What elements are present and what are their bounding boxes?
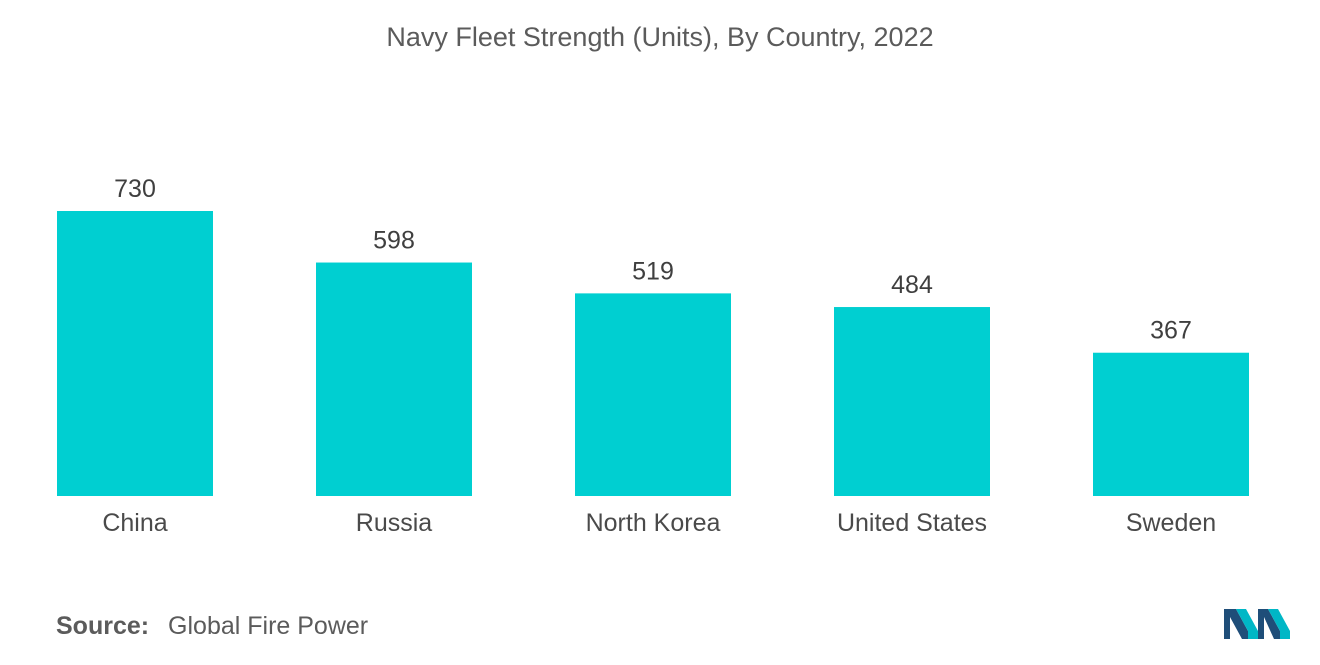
category-label-russia: Russia — [356, 509, 433, 537]
value-label-north-korea: 519 — [632, 257, 674, 285]
value-label-china: 730 — [114, 175, 156, 203]
bar-chart: 730 598 519 484 367 China Russia North Korea Un… — [57, 175, 1249, 537]
category-label-north-korea: North Korea — [586, 509, 721, 537]
category-label-sweden: Sweden — [1126, 509, 1216, 537]
category-label-united-states: United States — [837, 509, 987, 537]
value-labels-group: 730 598 519 484 367 — [114, 175, 1192, 345]
bar-united-states — [834, 307, 990, 496]
value-label-russia: 598 — [373, 227, 415, 255]
value-label-united-states: 484 — [891, 271, 933, 299]
mordor-intelligence-logo-icon — [1224, 609, 1290, 639]
bar-china — [57, 211, 213, 496]
bar-sweden — [1093, 352, 1249, 496]
source-text: Global Fire Power — [168, 612, 369, 640]
bar-russia — [316, 262, 472, 496]
chart-title: Navy Fleet Strength (Units), By Country,… — [386, 22, 934, 52]
value-label-sweden: 367 — [1150, 317, 1192, 345]
source-note: Source: Global Fire Power — [56, 612, 368, 641]
category-labels-group: China Russia North Korea United States Swede… — [102, 509, 1216, 537]
source-label: Source: — [56, 612, 150, 640]
bar-north-korea — [575, 293, 731, 496]
bars-group — [57, 211, 1249, 496]
category-label-china: China — [102, 509, 167, 537]
